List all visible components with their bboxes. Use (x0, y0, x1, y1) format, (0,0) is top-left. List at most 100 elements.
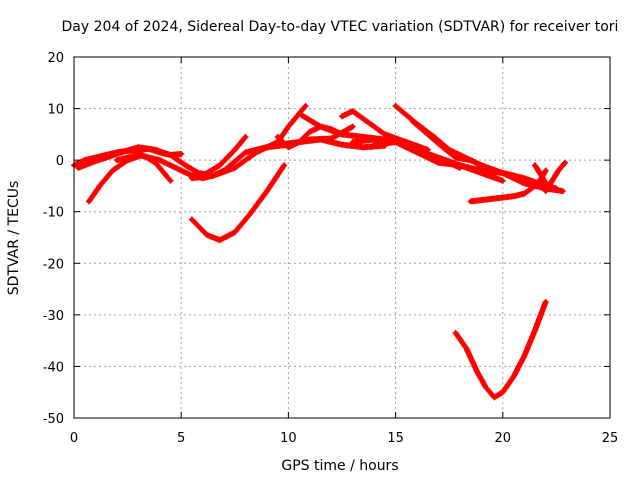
data-point (453, 330, 458, 336)
data-point (350, 139, 355, 145)
data-point (275, 142, 280, 147)
data-point (562, 160, 568, 165)
data-point (243, 150, 248, 155)
data-point (296, 139, 302, 145)
data-point (232, 165, 237, 171)
data-point (543, 299, 548, 305)
data-point (157, 157, 162, 163)
data-point (483, 384, 488, 390)
data-point (179, 168, 184, 173)
data-point (532, 163, 538, 168)
data-point (82, 157, 87, 163)
data-points (71, 103, 568, 401)
data-point (189, 175, 195, 181)
y-tick-label: -50 (43, 412, 64, 427)
x-tick-label: 5 (177, 431, 185, 446)
series-arc-6 (199, 133, 249, 179)
data-point (543, 168, 548, 173)
data-point (281, 163, 287, 168)
data-point (371, 142, 377, 147)
series-arc-7 (188, 162, 288, 244)
data-point (479, 170, 484, 176)
x-tick-label: 20 (495, 431, 512, 446)
y-tick-label: 0 (56, 154, 64, 169)
x-tick-label: 25 (602, 431, 619, 446)
x-tick-label: 0 (70, 431, 78, 446)
y-tick-label: -30 (43, 309, 64, 324)
data-point (414, 150, 420, 155)
data-point (560, 188, 566, 194)
data-point (168, 178, 173, 183)
x-tick-label: 15 (387, 431, 404, 446)
data-point (179, 151, 184, 157)
data-point (468, 199, 473, 204)
data-point (554, 186, 559, 191)
data-point (247, 212, 253, 217)
data-point (118, 150, 124, 155)
data-point (217, 163, 222, 168)
data-point (464, 346, 469, 351)
data-point (114, 157, 120, 163)
data-point (211, 173, 216, 178)
data-point (410, 119, 415, 124)
data-point (371, 137, 377, 142)
data-point (393, 139, 398, 145)
data-point (468, 157, 473, 163)
chart-title: Day 204 of 2024, Sidereal Day-to-day VTE… (62, 19, 619, 35)
data-point (361, 116, 366, 122)
data-point (168, 152, 173, 158)
series-arc-20 (452, 299, 549, 401)
data-point (436, 155, 441, 160)
data-point (286, 124, 291, 129)
data-point (88, 160, 94, 165)
data-point (296, 111, 302, 116)
data-point (97, 183, 102, 189)
y-tick-label: 10 (47, 103, 64, 118)
data-point (339, 114, 345, 119)
data-point (76, 165, 81, 171)
data-point (457, 163, 463, 168)
grid-lines (74, 57, 610, 418)
data-point (318, 137, 323, 142)
data-point (86, 199, 92, 204)
data-point (522, 191, 527, 196)
data-point (532, 328, 538, 333)
data-point (440, 145, 445, 150)
data-point (543, 188, 548, 194)
data-point (382, 132, 388, 137)
plot-frame (73, 56, 611, 419)
data-point (425, 132, 430, 137)
x-axis-label: GPS time / hours (281, 458, 398, 474)
data-point (189, 217, 195, 222)
data-point (243, 134, 248, 140)
data-point (303, 103, 308, 109)
data-point (103, 155, 109, 160)
data-point (339, 142, 345, 147)
data-point (350, 108, 355, 114)
data-point (217, 237, 222, 243)
data-point (232, 230, 237, 235)
data-point (183, 163, 188, 168)
data-point (136, 145, 141, 150)
data-point (500, 178, 505, 183)
x-tick-label: 10 (280, 431, 297, 446)
series-arc-16 (371, 139, 506, 184)
data-point (539, 173, 544, 178)
data-point (436, 160, 441, 165)
data-point (204, 232, 210, 238)
data-point (350, 124, 355, 129)
data-point (556, 168, 561, 173)
data-point (110, 168, 115, 173)
data-point (339, 132, 345, 137)
data-point (549, 178, 555, 183)
data-point (492, 395, 497, 400)
data-point (254, 147, 259, 153)
data-point (200, 173, 205, 178)
data-point (286, 145, 291, 150)
data-point (275, 134, 280, 140)
series-arc-19 (542, 159, 568, 195)
y-tick-label: -40 (43, 360, 64, 375)
data-point (489, 168, 495, 173)
data-point (453, 155, 458, 160)
